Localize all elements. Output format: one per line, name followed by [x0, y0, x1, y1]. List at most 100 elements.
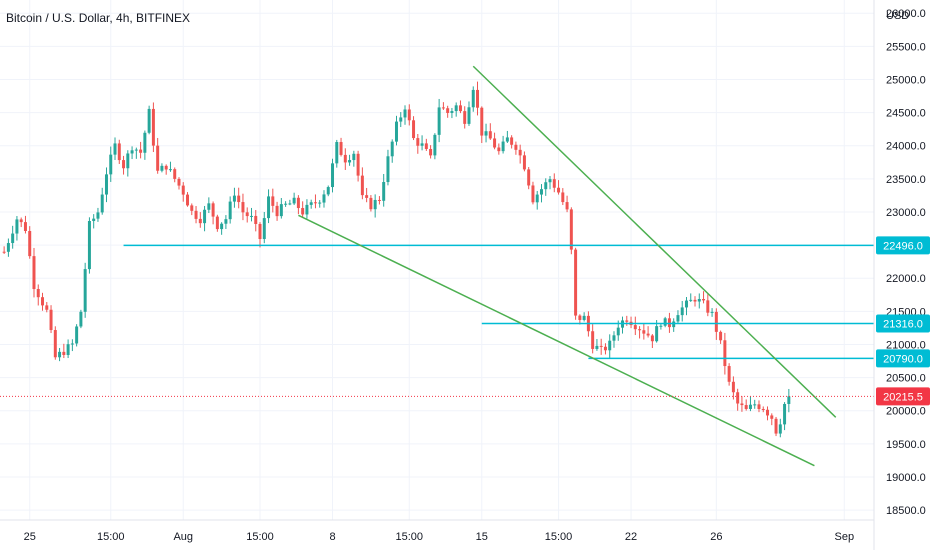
candle-body: [748, 404, 752, 409]
candle-body: [331, 163, 335, 188]
candle-body: [267, 196, 271, 219]
candle-body: [96, 212, 100, 219]
candle-body: [100, 194, 104, 213]
candle-body: [32, 256, 36, 290]
candle-body: [45, 305, 49, 310]
price-tick-label: 21000.0: [886, 339, 926, 351]
candle-body: [612, 335, 616, 341]
price-tick-label: 19000.0: [886, 472, 926, 484]
candle-body: [288, 203, 292, 205]
candle-body: [228, 201, 232, 220]
candle-body: [168, 169, 172, 171]
candle-body: [480, 107, 484, 136]
candle-body: [23, 222, 27, 231]
price-axis[interactable]: 18500.0 19000.0 19500.0 20000.0 20500.0 21000…: [886, 8, 926, 517]
candle-body: [467, 107, 471, 124]
candle-body: [2, 251, 6, 253]
candle-body: [83, 269, 87, 312]
candle-body: [625, 320, 629, 322]
price-tick-label: 22000.0: [886, 273, 926, 285]
candle-body: [501, 141, 505, 152]
price-tags-layer: 22496.0 21316.0 20790.0 20215.5: [876, 236, 930, 406]
candle-body: [689, 299, 693, 301]
candle-body: [424, 143, 428, 149]
candle-body: [360, 175, 364, 196]
candle-body: [766, 409, 770, 416]
candle-body: [433, 134, 437, 156]
candle-body: [514, 144, 518, 150]
candle-body: [778, 424, 782, 434]
candle-body: [454, 105, 458, 112]
candle-body: [787, 396, 791, 404]
candle-body: [58, 351, 62, 358]
candle-body: [249, 215, 253, 217]
candle-body: [173, 169, 177, 179]
grid-lines: [0, 0, 874, 520]
candle-body: [6, 243, 10, 252]
candle-body: [582, 315, 586, 320]
candle-body: [471, 89, 475, 108]
candle-body: [603, 346, 607, 351]
candle-body: [143, 132, 147, 153]
candle-body: [92, 218, 96, 222]
candle-body: [122, 160, 126, 169]
candle-body: [493, 138, 497, 148]
candle-body: [761, 408, 765, 410]
candle-body: [723, 340, 727, 367]
candle-body: [104, 174, 108, 195]
price-tag-box: [876, 349, 930, 368]
candle-body: [232, 195, 236, 202]
price-tick-label: 25500.0: [886, 41, 926, 53]
candle-body: [407, 109, 411, 121]
price-tick-label: 25000.0: [886, 74, 926, 86]
price-tick-label: 24000.0: [886, 141, 926, 153]
candle-body: [565, 202, 569, 210]
candle-body: [744, 405, 748, 409]
candle-body: [301, 208, 305, 215]
candle-body: [693, 299, 697, 302]
candle-body: [335, 142, 339, 164]
candle-body: [66, 344, 70, 355]
candle-body: [599, 345, 603, 347]
candle-body: [369, 197, 373, 210]
candle-body: [292, 197, 296, 204]
candle-body: [655, 326, 659, 342]
candle-body: [578, 315, 582, 320]
candle-body: [207, 203, 211, 210]
candle-body: [348, 160, 352, 163]
candle-body: [390, 141, 394, 157]
candle-body: [531, 185, 535, 203]
candle-body: [275, 205, 279, 217]
candle-body: [706, 300, 710, 313]
candle-body: [510, 137, 514, 145]
time-axis[interactable]: 25 15:00 Aug 15:00 8 15:00 15 15:00 22 26 Sep: [24, 531, 854, 543]
candle-body: [211, 203, 215, 217]
price-tag-label: 20215.5: [883, 391, 923, 403]
candle-body: [488, 131, 492, 139]
candle-body: [420, 143, 424, 146]
candle-body: [416, 138, 420, 146]
time-tick-label: 22: [625, 531, 637, 543]
price-tag-box: [876, 314, 930, 333]
candle-body: [684, 300, 688, 308]
candle-body: [458, 105, 462, 112]
candle-body: [527, 169, 531, 186]
price-tick-label: 20500.0: [886, 373, 926, 385]
time-tick-label: Sep: [834, 531, 854, 543]
candle-body: [646, 333, 650, 336]
candles-layer: [2, 81, 791, 438]
candle-body: [49, 309, 53, 331]
candle-body: [309, 202, 313, 205]
candle-body: [667, 318, 671, 328]
candle-body: [343, 154, 347, 163]
price-tick-label: 18500.0: [886, 505, 926, 517]
candle-body: [271, 196, 275, 206]
candle-body: [279, 204, 283, 217]
candle-body: [203, 209, 207, 224]
candle-body: [147, 108, 151, 133]
candle-body: [186, 194, 190, 206]
candle-body: [352, 153, 356, 161]
price-tag-label: 21316.0: [883, 319, 923, 331]
candle-body: [177, 178, 181, 186]
